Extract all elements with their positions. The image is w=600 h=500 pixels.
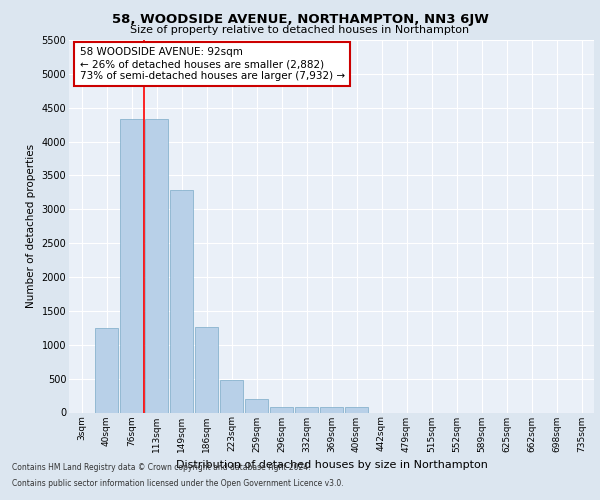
Bar <box>270 407 293 412</box>
Bar <box>345 407 368 412</box>
Bar <box>145 118 168 412</box>
Text: Size of property relative to detached houses in Northampton: Size of property relative to detached ho… <box>130 25 470 35</box>
Bar <box>320 407 343 412</box>
X-axis label: Distribution of detached houses by size in Northampton: Distribution of detached houses by size … <box>176 460 487 470</box>
Text: 58, WOODSIDE AVENUE, NORTHAMPTON, NN3 6JW: 58, WOODSIDE AVENUE, NORTHAMPTON, NN3 6J… <box>112 12 488 26</box>
Bar <box>220 380 243 412</box>
Text: 58 WOODSIDE AVENUE: 92sqm
← 26% of detached houses are smaller (2,882)
73% of se: 58 WOODSIDE AVENUE: 92sqm ← 26% of detac… <box>79 48 344 80</box>
Bar <box>170 190 193 412</box>
Y-axis label: Number of detached properties: Number of detached properties <box>26 144 36 308</box>
Bar <box>245 399 268 412</box>
Bar <box>295 407 318 412</box>
Bar <box>95 328 118 412</box>
Text: Contains public sector information licensed under the Open Government Licence v3: Contains public sector information licen… <box>12 478 344 488</box>
Bar <box>120 118 143 412</box>
Text: Contains HM Land Registry data © Crown copyright and database right 2024.: Contains HM Land Registry data © Crown c… <box>12 464 311 472</box>
Bar <box>195 327 218 412</box>
